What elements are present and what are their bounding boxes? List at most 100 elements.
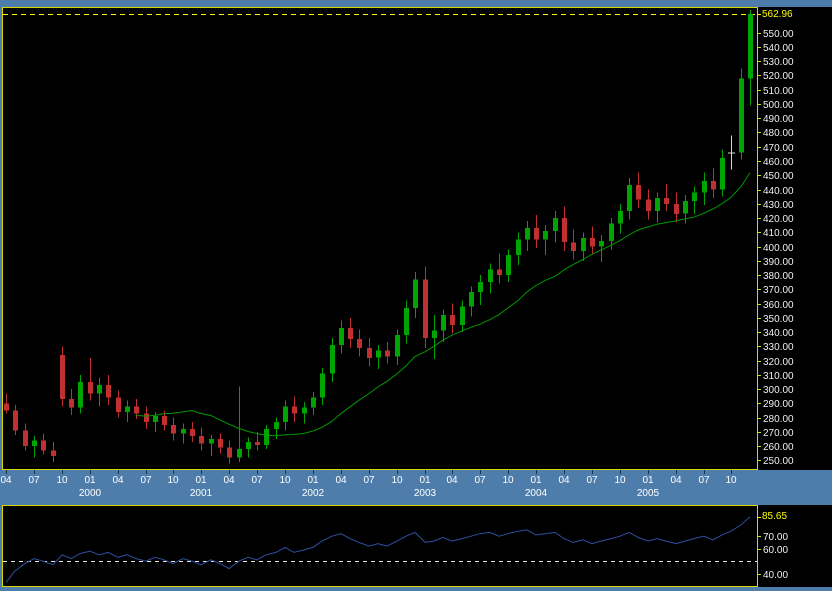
candle-body[interactable] — [581, 238, 586, 251]
candle-body[interactable] — [404, 307, 409, 335]
candle-body[interactable] — [116, 397, 121, 412]
candle-body[interactable] — [13, 410, 18, 431]
candle-body[interactable] — [488, 269, 493, 283]
month-label: 01 — [530, 475, 542, 486]
candle-body[interactable] — [469, 292, 474, 307]
candle-body[interactable] — [153, 416, 158, 422]
candle-body[interactable] — [728, 152, 735, 154]
candle-body[interactable] — [432, 330, 437, 338]
candle-body[interactable] — [23, 430, 28, 447]
candle-body[interactable] — [78, 382, 83, 408]
candle-body[interactable] — [255, 441, 260, 445]
candle-body[interactable] — [525, 228, 530, 240]
candle-body[interactable] — [367, 347, 372, 358]
candle-body[interactable] — [543, 230, 548, 240]
year-label: 2004 — [525, 488, 548, 499]
candle-body[interactable] — [144, 413, 149, 422]
candle-body[interactable] — [395, 335, 400, 357]
candle-body[interactable] — [553, 218, 558, 231]
candle-body[interactable] — [413, 279, 418, 308]
candle-body[interactable] — [534, 228, 539, 240]
candle-body[interactable] — [190, 429, 195, 437]
month-label: 10 — [279, 475, 291, 486]
candle-body[interactable] — [218, 439, 223, 448]
price-axis-label: 500.00 — [763, 100, 794, 111]
candle-body[interactable] — [720, 158, 725, 190]
moving-average-line — [135, 172, 751, 437]
candle-body[interactable] — [97, 384, 102, 394]
price-axis-label: 440.00 — [763, 186, 794, 197]
candle-body[interactable] — [590, 238, 595, 247]
indicator-axis-label: 70.00 — [763, 532, 788, 543]
candle-body[interactable] — [711, 181, 716, 190]
candle-body[interactable] — [497, 269, 502, 276]
candle-body[interactable] — [646, 199, 651, 211]
candle-body[interactable] — [674, 203, 679, 214]
candle-body[interactable] — [506, 255, 511, 276]
candle-body[interactable] — [302, 407, 307, 414]
candle-body[interactable] — [162, 416, 167, 425]
candle-body[interactable] — [460, 306, 465, 325]
candle-body[interactable] — [562, 218, 567, 243]
candle-body[interactable] — [683, 200, 688, 214]
price-axis-label: 290.00 — [763, 399, 794, 410]
candle-body[interactable] — [51, 450, 56, 457]
candle-body[interactable] — [655, 198, 660, 211]
candle-body[interactable] — [348, 327, 353, 340]
candle-body[interactable] — [664, 198, 669, 204]
candle-body[interactable] — [199, 436, 204, 444]
month-label: 10 — [167, 475, 179, 486]
candle-body[interactable] — [227, 447, 232, 458]
candle-body[interactable] — [283, 406, 288, 422]
candle-body[interactable] — [385, 350, 390, 357]
month-label: 01 — [195, 475, 207, 486]
candle-body[interactable] — [692, 192, 697, 201]
candle-body[interactable] — [516, 239, 521, 256]
time-axis: 04 07 10 01 2000 04 07 10 01 2001 04 07 10 01 2002 04 07… — [0, 470, 737, 499]
candle-body[interactable] — [702, 181, 707, 193]
candle-body[interactable] — [311, 397, 316, 408]
price-axis-label: 330.00 — [763, 342, 794, 353]
price-axis-label: 270.00 — [763, 428, 794, 439]
candlesticks[interactable] — [4, 9, 753, 464]
candle-body[interactable] — [618, 210, 623, 224]
candle-body[interactable] — [627, 185, 632, 211]
candle-body[interactable] — [330, 344, 335, 374]
candle-body[interactable] — [441, 315, 446, 331]
price-axis-label: 540.00 — [763, 43, 794, 54]
candle-body[interactable] — [599, 240, 604, 247]
candle-body[interactable] — [171, 424, 176, 434]
candle-body[interactable] — [292, 406, 297, 414]
candle-body[interactable] — [739, 78, 744, 153]
candle-body[interactable] — [237, 449, 242, 458]
candle-body[interactable] — [609, 223, 614, 241]
candle-body[interactable] — [106, 384, 111, 398]
candle-body[interactable] — [376, 350, 381, 358]
candle-body[interactable] — [357, 339, 362, 348]
candle-body[interactable] — [636, 185, 641, 200]
candle-body[interactable] — [181, 429, 186, 434]
candle-body[interactable] — [4, 403, 9, 411]
candle-body[interactable] — [339, 327, 344, 345]
candle-body[interactable] — [32, 440, 37, 447]
candle-body[interactable] — [246, 441, 251, 449]
candle-body[interactable] — [748, 14, 753, 79]
candle-body[interactable] — [571, 242, 576, 251]
indicator-axis-label: 60.00 — [763, 545, 788, 556]
candle-body[interactable] — [450, 315, 455, 325]
candle-body[interactable] — [69, 399, 74, 408]
candle-body[interactable] — [134, 406, 139, 414]
candle-body[interactable] — [60, 354, 65, 400]
candle-body[interactable] — [274, 421, 279, 429]
candle-body[interactable] — [41, 440, 46, 451]
candle-body[interactable] — [125, 406, 130, 412]
candle-body[interactable] — [88, 382, 93, 394]
candle-body[interactable] — [423, 279, 428, 338]
candle-body[interactable] — [478, 282, 483, 293]
last-price-label: 562.96 — [762, 9, 793, 20]
candle-body[interactable] — [320, 373, 325, 398]
month-label: 07 — [140, 475, 152, 486]
candle-body[interactable] — [209, 439, 214, 444]
candle-body[interactable] — [264, 429, 269, 445]
